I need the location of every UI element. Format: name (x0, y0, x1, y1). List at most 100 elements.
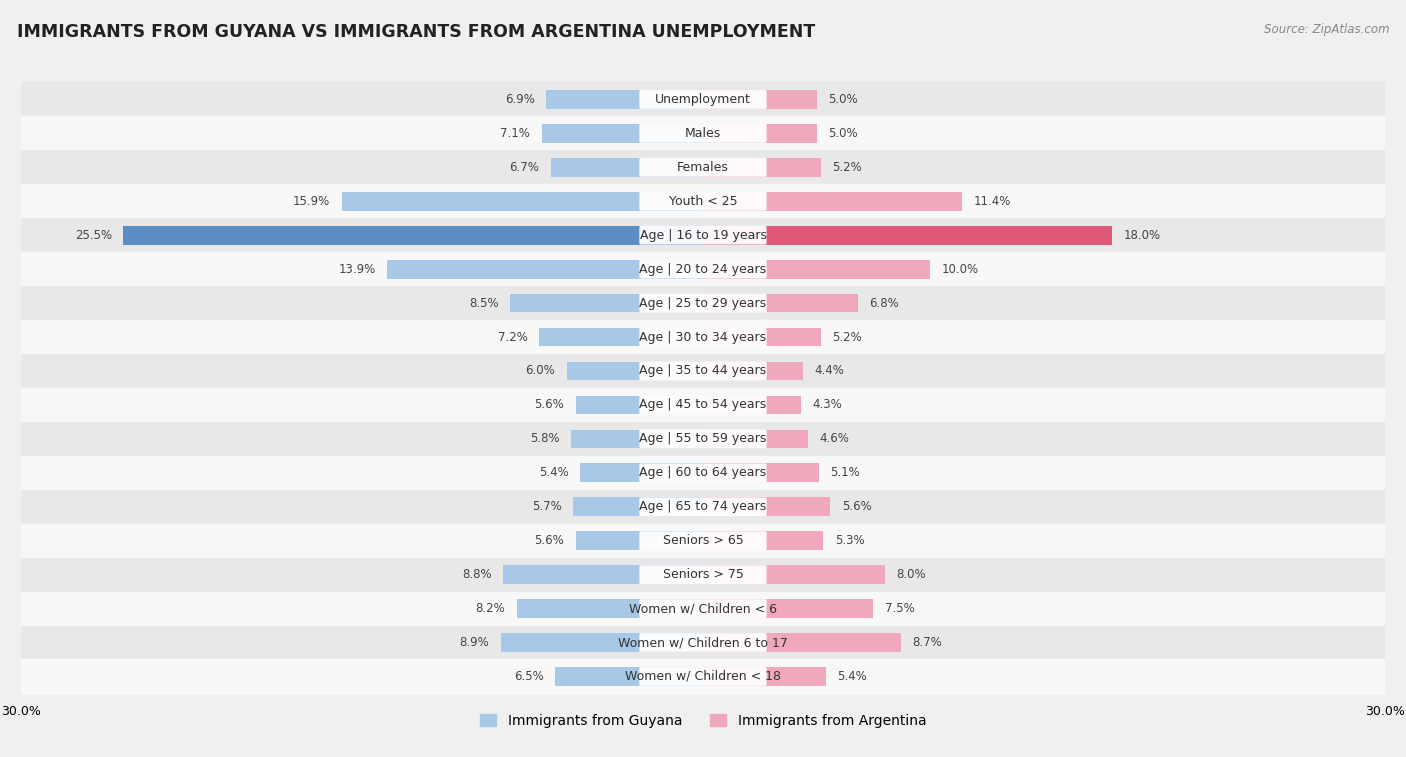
Text: 15.9%: 15.9% (292, 195, 330, 207)
Text: Source: ZipAtlas.com: Source: ZipAtlas.com (1264, 23, 1389, 36)
Bar (703, 362, 803, 380)
Bar (703, 565, 884, 584)
Text: 5.6%: 5.6% (534, 398, 564, 412)
Text: 6.0%: 6.0% (526, 364, 555, 378)
Bar (703, 226, 1112, 245)
FancyBboxPatch shape (640, 328, 766, 347)
Text: 8.7%: 8.7% (912, 636, 942, 649)
Bar (703, 260, 931, 279)
Text: 5.4%: 5.4% (837, 670, 868, 683)
Text: 8.2%: 8.2% (475, 602, 505, 615)
Bar (703, 531, 824, 550)
Bar (703, 429, 807, 448)
Text: 10.0%: 10.0% (942, 263, 979, 276)
Bar (575, 531, 703, 550)
Text: Age | 65 to 74 years: Age | 65 to 74 years (640, 500, 766, 513)
FancyBboxPatch shape (640, 158, 766, 176)
Text: Age | 16 to 19 years: Age | 16 to 19 years (640, 229, 766, 241)
Text: 8.5%: 8.5% (468, 297, 499, 310)
Bar (574, 497, 703, 516)
Bar (21, 422, 1385, 456)
Text: Age | 30 to 34 years: Age | 30 to 34 years (640, 331, 766, 344)
Text: 5.0%: 5.0% (828, 93, 858, 106)
Text: Age | 25 to 29 years: Age | 25 to 29 years (640, 297, 766, 310)
FancyBboxPatch shape (640, 294, 766, 313)
Bar (581, 463, 703, 482)
Bar (516, 600, 703, 618)
Text: 5.6%: 5.6% (534, 534, 564, 547)
FancyBboxPatch shape (640, 90, 766, 109)
Bar (503, 565, 703, 584)
Text: 13.9%: 13.9% (339, 263, 375, 276)
Text: 5.1%: 5.1% (831, 466, 860, 479)
Text: Women w/ Children < 18: Women w/ Children < 18 (626, 670, 780, 683)
Bar (21, 252, 1385, 286)
Bar (703, 463, 818, 482)
Bar (21, 354, 1385, 388)
FancyBboxPatch shape (640, 260, 766, 279)
Bar (501, 633, 703, 652)
Text: 8.8%: 8.8% (463, 569, 492, 581)
Bar (510, 294, 703, 313)
Text: Age | 45 to 54 years: Age | 45 to 54 years (640, 398, 766, 412)
Bar (21, 490, 1385, 524)
Text: Age | 55 to 59 years: Age | 55 to 59 years (640, 432, 766, 445)
Text: Seniors > 75: Seniors > 75 (662, 569, 744, 581)
Text: 8.9%: 8.9% (460, 636, 489, 649)
FancyBboxPatch shape (640, 192, 766, 210)
Bar (21, 456, 1385, 490)
FancyBboxPatch shape (640, 633, 766, 652)
Bar (342, 192, 703, 210)
Bar (703, 158, 821, 176)
Text: 4.6%: 4.6% (818, 432, 849, 445)
Bar (567, 362, 703, 380)
FancyBboxPatch shape (640, 429, 766, 448)
Bar (387, 260, 703, 279)
Text: IMMIGRANTS FROM GUYANA VS IMMIGRANTS FROM ARGENTINA UNEMPLOYMENT: IMMIGRANTS FROM GUYANA VS IMMIGRANTS FRO… (17, 23, 815, 41)
Bar (703, 192, 962, 210)
Bar (541, 124, 703, 143)
Bar (21, 117, 1385, 151)
Text: 5.6%: 5.6% (842, 500, 872, 513)
FancyBboxPatch shape (640, 463, 766, 482)
Text: Males: Males (685, 127, 721, 140)
Bar (546, 90, 703, 109)
Text: Women w/ Children 6 to 17: Women w/ Children 6 to 17 (619, 636, 787, 649)
Bar (124, 226, 703, 245)
Text: 6.7%: 6.7% (509, 160, 540, 174)
Text: Age | 60 to 64 years: Age | 60 to 64 years (640, 466, 766, 479)
Bar (703, 124, 817, 143)
Text: 11.4%: 11.4% (973, 195, 1011, 207)
Text: Age | 35 to 44 years: Age | 35 to 44 years (640, 364, 766, 378)
Text: 5.2%: 5.2% (832, 331, 862, 344)
FancyBboxPatch shape (640, 226, 766, 245)
Bar (703, 633, 901, 652)
Bar (575, 396, 703, 414)
Bar (703, 600, 873, 618)
Text: Women w/ Children < 6: Women w/ Children < 6 (628, 602, 778, 615)
Bar (21, 320, 1385, 354)
Text: 6.9%: 6.9% (505, 93, 534, 106)
Text: Seniors > 65: Seniors > 65 (662, 534, 744, 547)
Text: 4.4%: 4.4% (814, 364, 844, 378)
Bar (21, 184, 1385, 218)
Bar (703, 396, 801, 414)
Text: Age | 20 to 24 years: Age | 20 to 24 years (640, 263, 766, 276)
Bar (21, 659, 1385, 693)
Bar (540, 328, 703, 347)
Text: 5.3%: 5.3% (835, 534, 865, 547)
FancyBboxPatch shape (640, 362, 766, 380)
FancyBboxPatch shape (640, 667, 766, 686)
Bar (703, 328, 821, 347)
FancyBboxPatch shape (640, 124, 766, 143)
Bar (21, 218, 1385, 252)
Text: 5.7%: 5.7% (533, 500, 562, 513)
Bar (21, 151, 1385, 184)
Bar (571, 429, 703, 448)
Text: 7.1%: 7.1% (501, 127, 530, 140)
Text: 25.5%: 25.5% (75, 229, 112, 241)
Bar (555, 667, 703, 686)
FancyBboxPatch shape (640, 531, 766, 550)
Bar (21, 558, 1385, 592)
Text: 5.2%: 5.2% (832, 160, 862, 174)
